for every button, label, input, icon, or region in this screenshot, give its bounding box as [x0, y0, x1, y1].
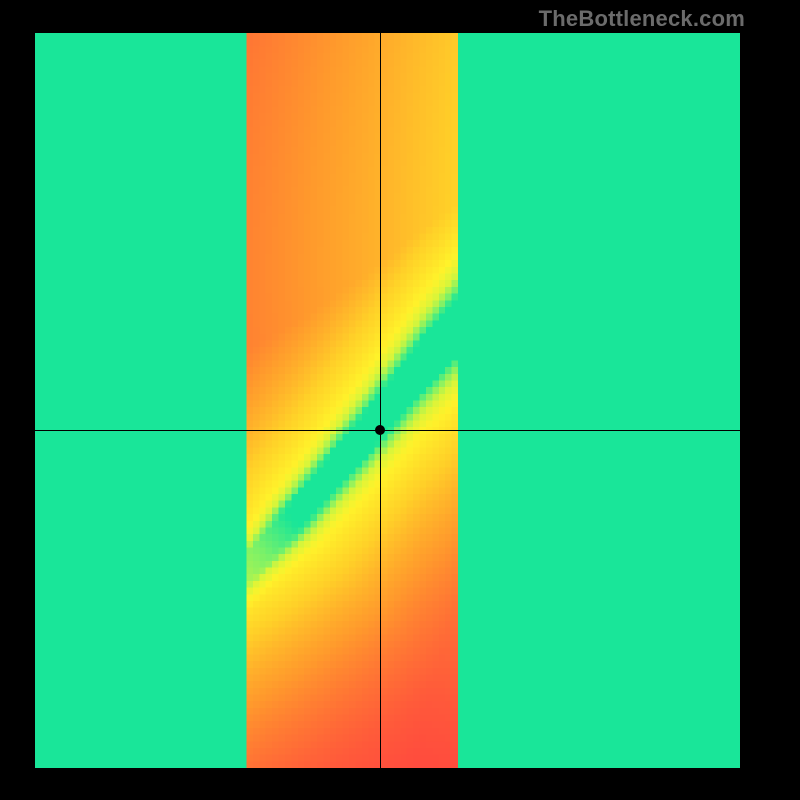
- watermark-text: TheBottleneck.com: [539, 6, 745, 32]
- chart-frame: TheBottleneck.com: [0, 0, 800, 800]
- heatmap-canvas: [35, 33, 740, 768]
- crosshair-horizontal: [35, 430, 740, 431]
- heatmap-plot: [35, 33, 740, 768]
- crosshair-vertical: [380, 33, 381, 768]
- crosshair-marker: [375, 425, 385, 435]
